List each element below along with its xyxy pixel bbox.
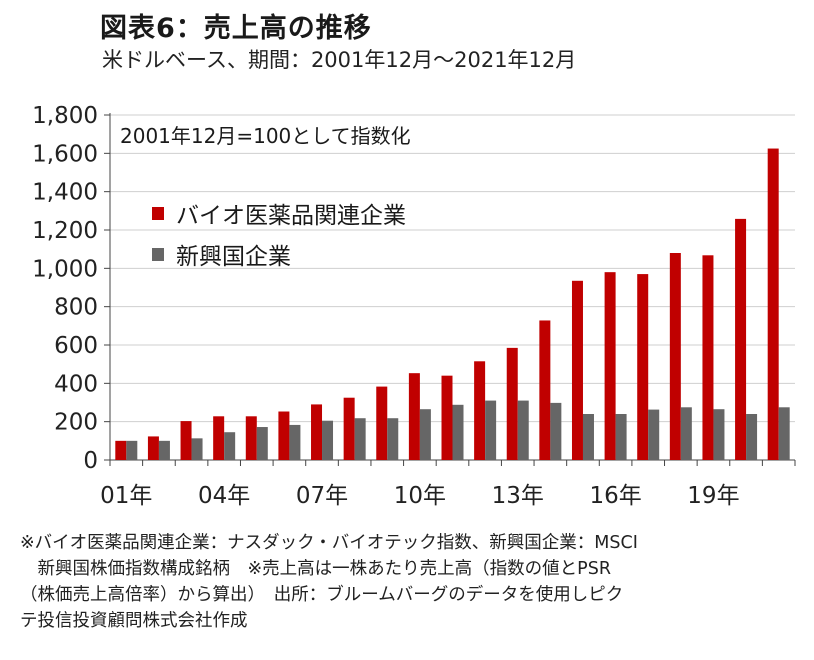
x-axis: 01年 04年 07年 10年 13年 16年 19年: [100, 459, 796, 509]
bar-emerging: [485, 400, 497, 460]
bar-emerging: [256, 427, 268, 460]
y-tick-label: 1,800: [32, 103, 98, 129]
bar-emerging: [713, 409, 725, 460]
bar-biotech: [376, 386, 388, 460]
bar-emerging: [615, 414, 627, 460]
footnote: ※バイオ医薬品関連企業：ナスダック・バイオテック指数、新興国企業：MSCI 新興…: [20, 530, 805, 634]
y-tick-label: 1,200: [32, 218, 98, 244]
bar-biotech: [311, 404, 323, 460]
bar-biotech: [408, 373, 420, 460]
bar-emerging: [419, 409, 431, 460]
bar-biotech: [474, 361, 486, 460]
x-tick-label: 16年: [589, 483, 641, 509]
bar-emerging: [191, 438, 203, 460]
chart-title: 図表6：売上高の推移: [100, 13, 372, 44]
bars: [115, 148, 790, 460]
bar-emerging: [680, 407, 692, 460]
bar-emerging: [387, 418, 399, 460]
legend-label-emerging: 新興国企業: [176, 244, 291, 270]
chart-subtitle: 米ドルベース、期間：2001年12月～2021年12月: [102, 48, 577, 72]
bar-biotech: [735, 218, 747, 460]
bar-emerging: [582, 414, 594, 460]
y-tick-label: 800: [54, 295, 98, 321]
bar-biotech: [702, 255, 714, 460]
bar-biotech: [245, 416, 257, 460]
bar-emerging: [354, 418, 366, 460]
y-tick-label: 200: [54, 410, 98, 436]
footnote-line: テ投信投資顧問株式会社作成: [20, 611, 248, 631]
footnote-line: ※バイオ医薬品関連企業：ナスダック・バイオテック指数、新興国企業：MSCI: [20, 533, 638, 553]
bar-biotech: [278, 411, 290, 460]
y-tick-label: 0: [83, 448, 98, 474]
bar-emerging: [126, 440, 138, 460]
y-tick-label: 1,400: [32, 180, 98, 206]
x-tick-label: 07年: [296, 483, 348, 509]
bar-emerging: [322, 420, 334, 460]
legend-swatch-emerging: [152, 247, 164, 261]
bar-emerging: [648, 409, 660, 460]
bar-emerging: [452, 404, 464, 460]
y-axis: 0 200 400 600 800 1,000 1,200 1,400 1,600 1,800: [32, 103, 111, 474]
y-tick-label: 600: [54, 333, 98, 359]
footnote-line: 新興国株価指数構成銘柄 ※売上高は一株あたり売上高（指数の値とPSR: [20, 559, 611, 579]
bar-emerging: [158, 440, 170, 460]
legend-swatch-biotech: [152, 206, 164, 220]
bar-biotech: [441, 375, 453, 460]
x-tick-label: 01年: [100, 483, 152, 509]
bar-biotech: [669, 253, 681, 460]
bar-chart: 0 200 400 600 800 1,000 1,200 1,400 1,600 1,800 0…: [32, 103, 796, 509]
footnote-line: （株価売上高倍率）から算出） 出所：ブルームバーグのデータを使用しピク: [20, 585, 624, 605]
bar-biotech: [571, 280, 583, 460]
y-tick-label: 400: [54, 371, 98, 397]
bar-emerging: [746, 414, 758, 460]
x-tick-label: 10年: [394, 483, 446, 509]
legend-item-biotech: バイオ医薬品関連企業: [152, 196, 406, 230]
chart-note: 2001年12月=100として指数化: [120, 124, 411, 148]
bar-biotech: [604, 272, 616, 460]
bar-biotech: [115, 440, 127, 460]
bar-biotech: [767, 148, 779, 460]
bar-biotech: [343, 397, 355, 460]
bar-emerging: [224, 432, 236, 460]
bar-emerging: [517, 400, 529, 460]
bar-emerging: [778, 407, 790, 460]
x-tick-label: 13年: [492, 483, 544, 509]
bar-biotech: [539, 320, 551, 460]
x-tick-label: 19年: [687, 483, 739, 509]
legend-item-emerging: 新興国企業: [152, 237, 291, 271]
y-tick-label: 1,000: [32, 256, 98, 282]
bar-biotech: [637, 274, 649, 460]
bar-emerging: [550, 402, 562, 460]
bar-biotech: [213, 416, 225, 460]
y-tick-label: 1,600: [32, 141, 98, 167]
bar-emerging: [289, 424, 301, 460]
x-tick-label: 04年: [198, 483, 250, 509]
bar-biotech: [180, 421, 192, 460]
bar-biotech: [506, 347, 518, 460]
legend-label-biotech: バイオ医薬品関連企業: [176, 203, 406, 229]
bar-biotech: [147, 436, 159, 460]
